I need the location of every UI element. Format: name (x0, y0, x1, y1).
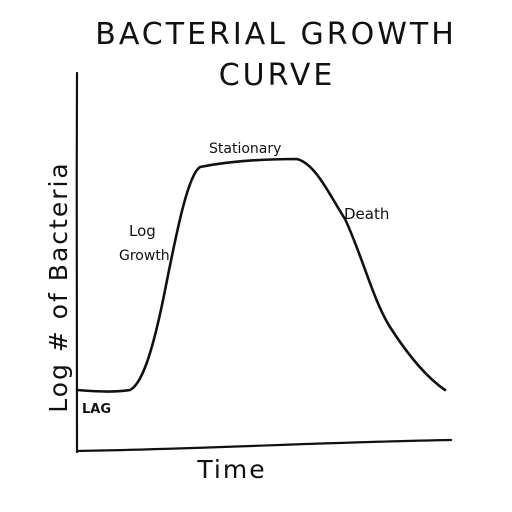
phase-label-lag: LAG (82, 402, 111, 417)
phase-label-log-line-1: Log (129, 222, 156, 240)
y-axis (75, 71, 79, 454)
phase-label-stationary: Stationary (209, 141, 281, 157)
diagram-title-line-1: BACTERIAL GROWTH (95, 17, 457, 52)
x-axis (75, 438, 453, 453)
phase-label-log-line-2: Growth (119, 248, 170, 264)
x-axis-label: Time (196, 455, 266, 484)
growth-curve (75, 157, 447, 393)
phase-label-death: Death (344, 205, 389, 223)
diagram-title-line-2: CURVE (219, 58, 336, 93)
y-axis-label: Log # of Bacteria (44, 161, 73, 412)
